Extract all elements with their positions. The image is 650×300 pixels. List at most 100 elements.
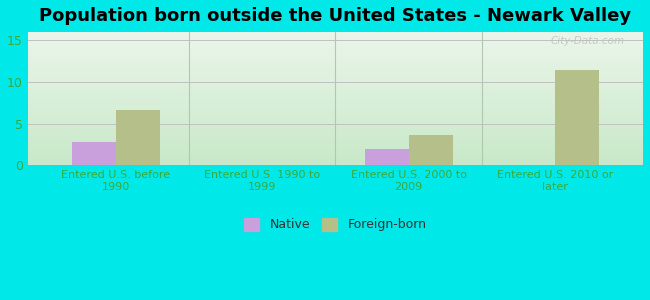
Bar	[28, 105, 643, 106]
Bar	[28, 83, 643, 84]
Bar	[28, 33, 643, 34]
Bar	[28, 52, 643, 53]
Bar	[28, 53, 643, 54]
Bar	[28, 159, 643, 160]
Bar	[28, 122, 643, 123]
Bar	[28, 135, 643, 136]
Legend: Native, Foreign-born: Native, Foreign-born	[239, 213, 432, 236]
Bar	[28, 145, 643, 146]
Bar	[28, 63, 643, 64]
Bar	[28, 115, 643, 116]
Bar	[28, 119, 643, 120]
Bar	[28, 134, 643, 135]
Bar	[28, 81, 643, 82]
Bar	[28, 39, 643, 40]
Bar	[28, 112, 643, 113]
Bar	[28, 74, 643, 75]
Bar	[28, 32, 643, 33]
Bar	[28, 76, 643, 77]
Bar	[28, 50, 643, 51]
Bar	[28, 54, 643, 55]
Bar	[28, 77, 643, 78]
Bar	[28, 38, 643, 39]
Bar	[28, 56, 643, 57]
Bar	[28, 59, 643, 60]
Bar	[28, 92, 643, 93]
Bar	[28, 57, 643, 58]
Bar	[28, 101, 643, 102]
Bar	[28, 72, 643, 73]
Bar	[28, 124, 643, 125]
Bar	[28, 99, 643, 100]
Bar	[28, 117, 643, 118]
Bar	[28, 157, 643, 158]
Bar	[28, 137, 643, 138]
Bar	[28, 102, 643, 103]
Bar	[28, 151, 643, 152]
Bar	[28, 69, 643, 70]
Bar	[28, 94, 643, 95]
Bar	[28, 110, 643, 111]
Bar	[28, 113, 643, 114]
Bar	[28, 121, 643, 122]
Bar	[555, 70, 599, 165]
Bar	[28, 156, 643, 157]
Bar	[28, 106, 643, 107]
Bar	[28, 139, 643, 140]
Bar	[28, 163, 643, 164]
Bar	[28, 47, 643, 48]
Bar	[28, 123, 643, 124]
Bar	[116, 110, 159, 165]
Bar	[28, 97, 643, 98]
Bar	[28, 104, 643, 105]
Bar	[28, 146, 643, 147]
Bar	[28, 46, 643, 47]
Bar	[365, 149, 409, 165]
Bar	[28, 34, 643, 35]
Bar	[28, 91, 643, 92]
Bar	[28, 111, 643, 112]
Bar	[28, 79, 643, 80]
Bar	[28, 60, 643, 61]
Bar	[28, 61, 643, 62]
Bar	[28, 89, 643, 90]
Bar	[28, 161, 643, 162]
Bar	[28, 127, 643, 128]
Bar	[28, 64, 643, 65]
Bar	[28, 125, 643, 126]
Bar	[28, 152, 643, 153]
Bar	[28, 41, 643, 42]
Bar	[28, 48, 643, 49]
Bar	[28, 55, 643, 56]
Bar	[28, 144, 643, 145]
Bar	[28, 96, 643, 97]
Bar	[28, 66, 643, 67]
Bar	[28, 84, 643, 85]
Bar	[28, 160, 643, 161]
Bar	[28, 126, 643, 127]
Bar	[28, 58, 643, 59]
Bar	[28, 100, 643, 101]
Bar	[28, 141, 643, 142]
Bar	[28, 88, 643, 89]
Bar	[28, 114, 643, 115]
Bar	[28, 116, 643, 117]
Bar	[28, 82, 643, 83]
Bar	[28, 109, 643, 110]
Bar	[28, 37, 643, 38]
Bar	[28, 90, 643, 91]
Bar	[28, 85, 643, 86]
Bar	[28, 131, 643, 132]
Bar	[28, 148, 643, 149]
Bar	[28, 108, 643, 109]
Bar	[28, 153, 643, 154]
Title: Population born outside the United States - Newark Valley: Population born outside the United State…	[39, 7, 631, 25]
Bar	[28, 62, 643, 63]
Bar	[28, 128, 643, 129]
Bar	[28, 142, 643, 143]
Bar	[28, 103, 643, 104]
Bar	[28, 120, 643, 121]
Bar	[28, 154, 643, 155]
Bar	[28, 86, 643, 87]
Bar	[28, 67, 643, 68]
